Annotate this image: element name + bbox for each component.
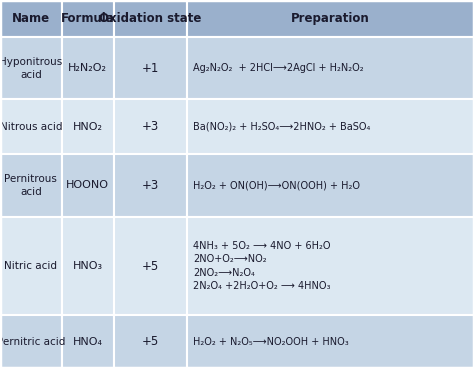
Bar bbox=[114, 99, 187, 154]
Text: Pernitric acid: Pernitric acid bbox=[0, 337, 65, 347]
Bar bbox=[62, 315, 114, 368]
Text: Formula: Formula bbox=[61, 12, 115, 25]
Bar bbox=[114, 154, 187, 216]
Text: HNO₃: HNO₃ bbox=[73, 261, 103, 271]
Text: Preparation: Preparation bbox=[291, 12, 370, 25]
Text: Ag₂N₂O₂  + 2HCl⟶2AgCl + H₂N₂O₂: Ag₂N₂O₂ + 2HCl⟶2AgCl + H₂N₂O₂ bbox=[193, 63, 364, 73]
Bar bbox=[0, 216, 62, 315]
Bar bbox=[0, 0, 62, 37]
Bar bbox=[0, 154, 62, 216]
Bar bbox=[0, 99, 62, 154]
Text: Ba(NO₂)₂ + H₂SO₄⟶2HNO₂ + BaSO₄: Ba(NO₂)₂ + H₂SO₄⟶2HNO₂ + BaSO₄ bbox=[193, 122, 370, 132]
Bar bbox=[62, 154, 114, 216]
Bar bbox=[114, 37, 187, 99]
Text: H₂N₂O₂: H₂N₂O₂ bbox=[68, 63, 107, 73]
Bar bbox=[114, 315, 187, 368]
Text: HOONO: HOONO bbox=[66, 180, 109, 190]
Bar bbox=[187, 0, 474, 37]
Bar bbox=[187, 315, 474, 368]
Bar bbox=[62, 216, 114, 315]
Text: HNO₂: HNO₂ bbox=[73, 122, 103, 132]
Text: Nitric acid: Nitric acid bbox=[4, 261, 57, 271]
Text: Oxidation state: Oxidation state bbox=[100, 12, 201, 25]
Bar bbox=[0, 315, 62, 368]
Text: +3: +3 bbox=[142, 179, 159, 192]
Bar bbox=[187, 216, 474, 315]
Bar bbox=[62, 37, 114, 99]
Text: Pernitrous
acid: Pernitrous acid bbox=[4, 174, 57, 197]
Bar bbox=[187, 99, 474, 154]
Bar bbox=[62, 0, 114, 37]
Text: HNO₄: HNO₄ bbox=[73, 337, 103, 347]
Text: Name: Name bbox=[12, 12, 50, 25]
Bar bbox=[114, 216, 187, 315]
Text: 4NH₃ + 5O₂ ⟶ 4NO + 6H₂O
2NO+O₂⟶NO₂
2NO₂⟶N₂O₄
2N₂O₄ +2H₂O+O₂ ⟶ 4HNO₃: 4NH₃ + 5O₂ ⟶ 4NO + 6H₂O 2NO+O₂⟶NO₂ 2NO₂⟶… bbox=[193, 241, 330, 291]
Text: +3: +3 bbox=[142, 120, 159, 133]
Text: +5: +5 bbox=[142, 335, 159, 348]
Bar bbox=[187, 154, 474, 216]
Bar bbox=[62, 99, 114, 154]
Text: Nitrous acid: Nitrous acid bbox=[0, 122, 62, 132]
Text: H₂O₂ + ON(OH)⟶ON(OOH) + H₂O: H₂O₂ + ON(OH)⟶ON(OOH) + H₂O bbox=[193, 180, 360, 190]
Text: +1: +1 bbox=[142, 61, 159, 75]
Bar bbox=[114, 0, 187, 37]
Text: H₂O₂ + N₂O₅⟶NO₂OOH + HNO₃: H₂O₂ + N₂O₅⟶NO₂OOH + HNO₃ bbox=[193, 337, 349, 347]
Text: +5: +5 bbox=[142, 259, 159, 273]
Bar bbox=[0, 37, 62, 99]
Bar bbox=[187, 37, 474, 99]
Text: Hyponitrous
acid: Hyponitrous acid bbox=[0, 57, 63, 80]
